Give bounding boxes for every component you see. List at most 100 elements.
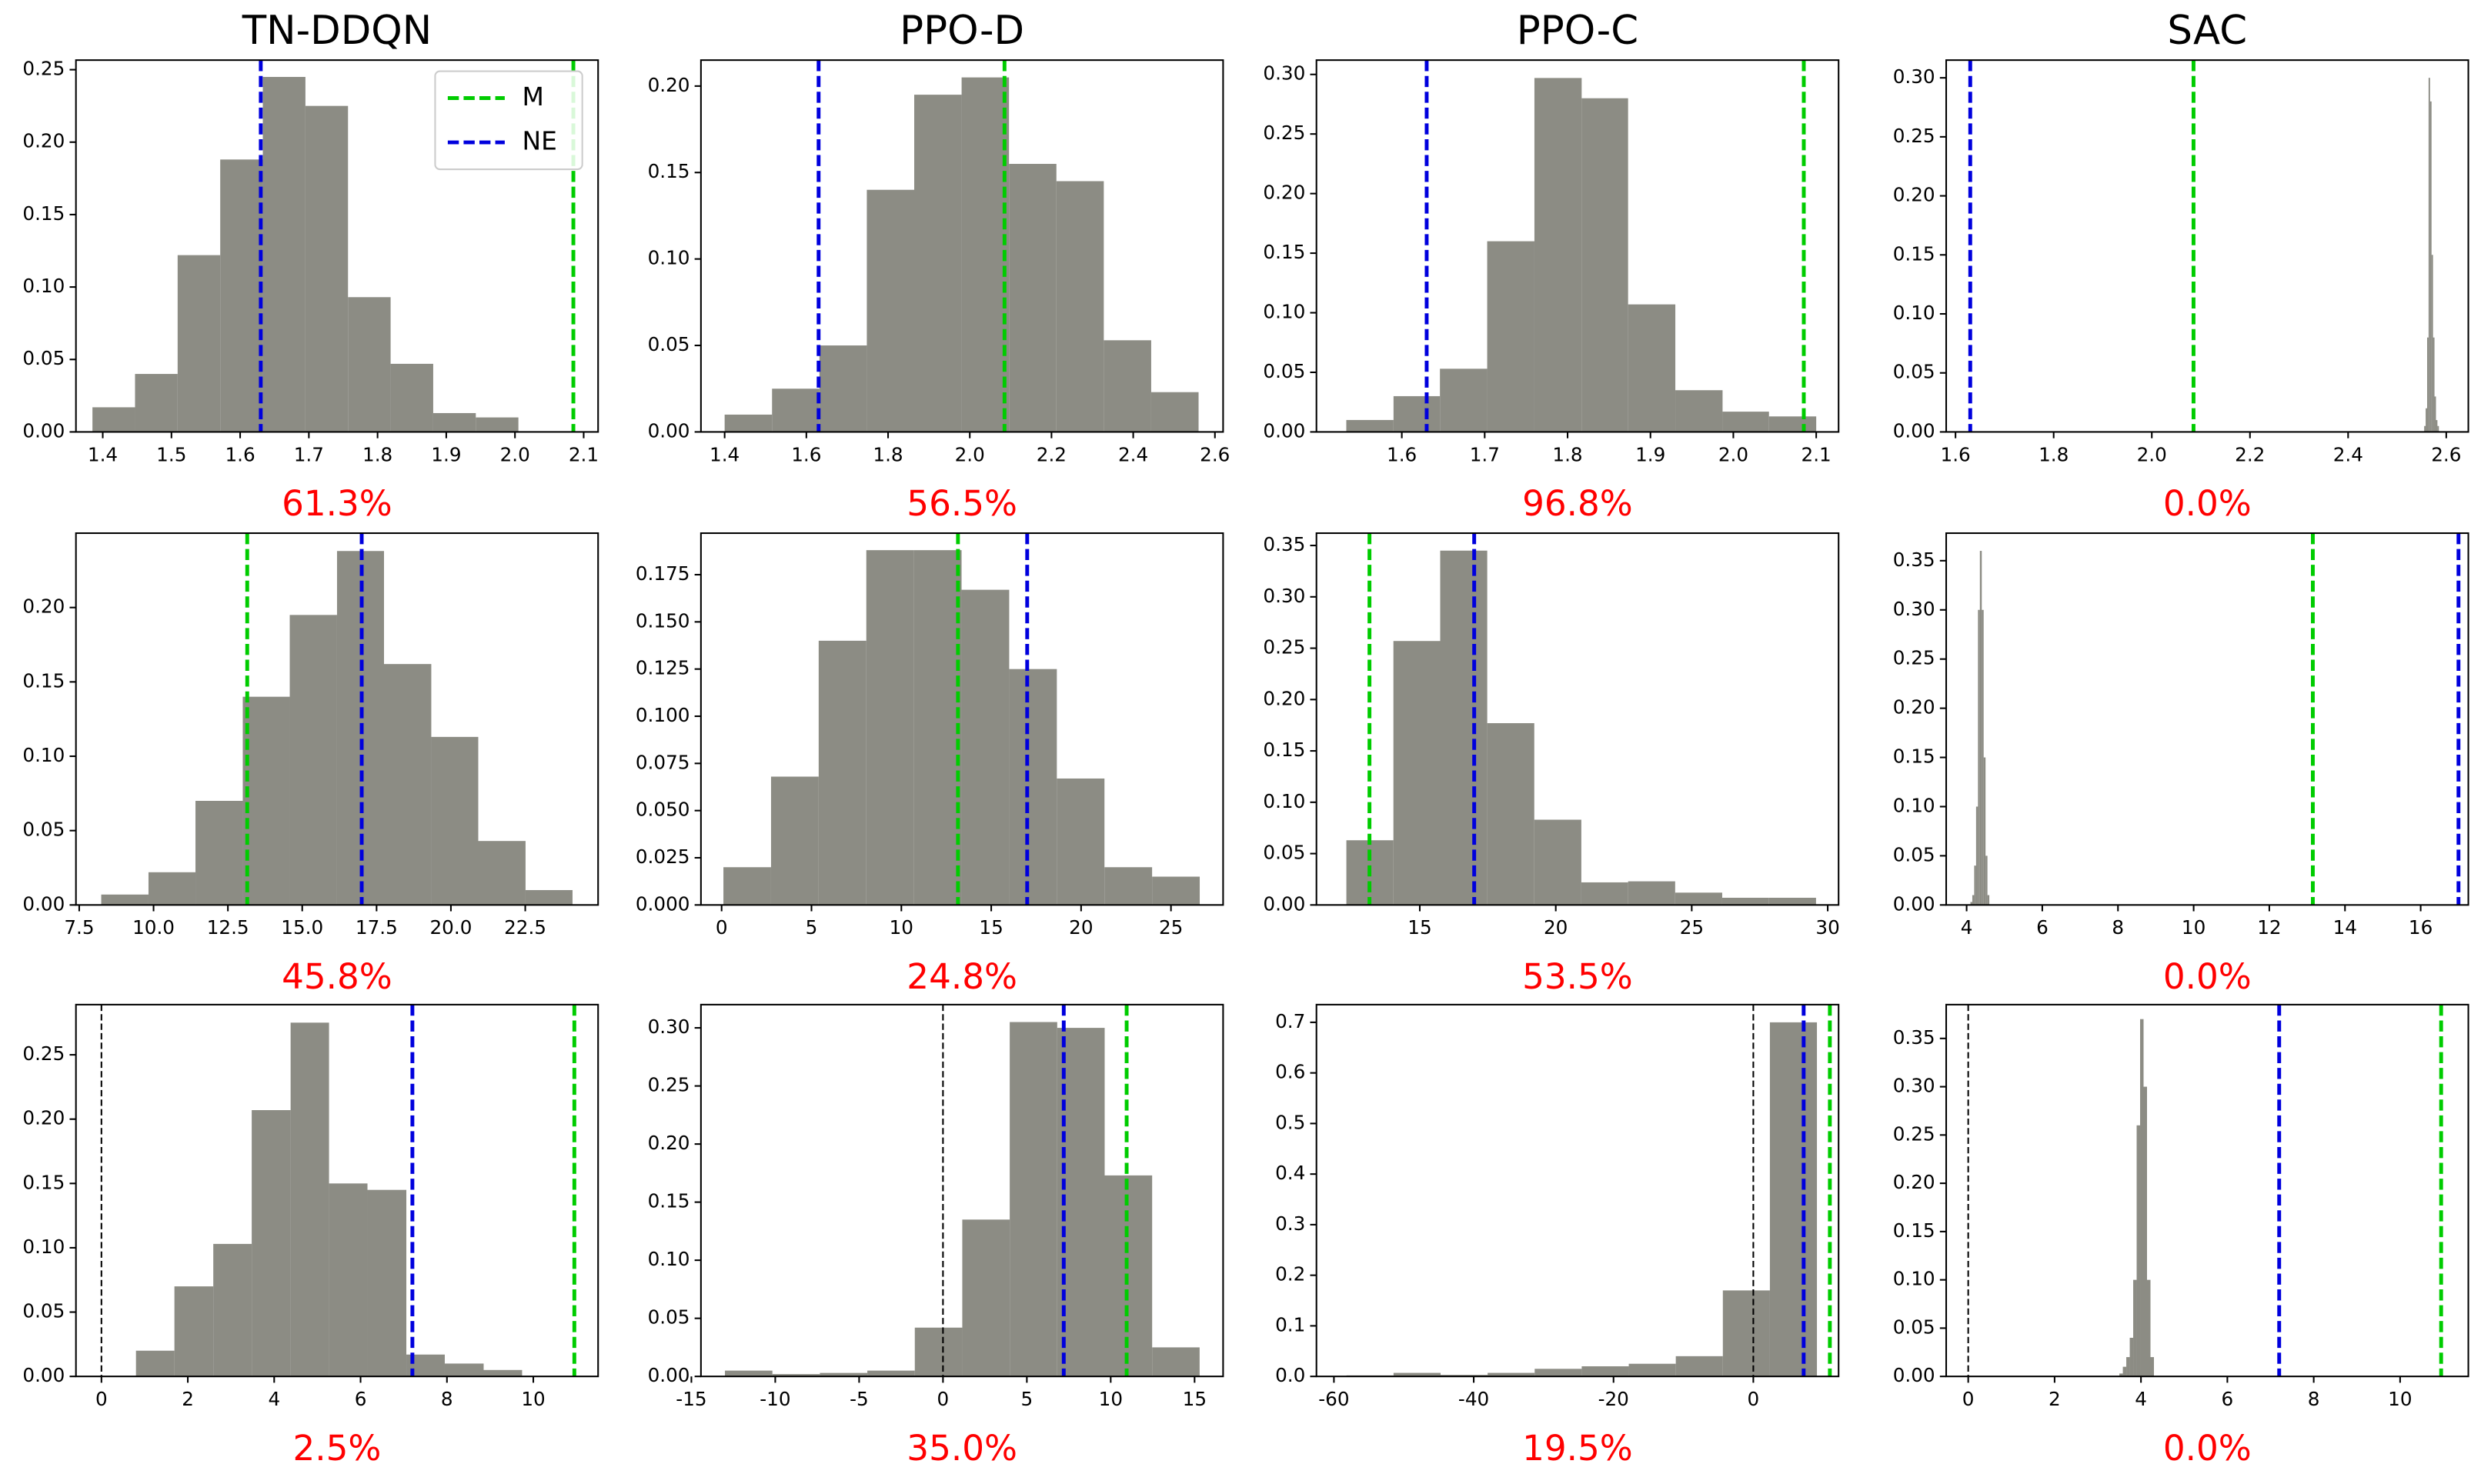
x-tick-label: 1.8	[1552, 443, 1582, 465]
x-tick-label: 4	[1961, 916, 1973, 939]
bar	[2119, 1373, 2123, 1377]
x-tick-label: -60	[1318, 1388, 1349, 1410]
y-tick-label: 0.15	[1893, 242, 1935, 265]
y-tick-label: 0.00	[1893, 419, 1935, 442]
x-tick-label: 14	[2333, 916, 2357, 939]
y-tick-label: 0.00	[22, 419, 65, 442]
annotation: 0.0%	[2163, 483, 2252, 524]
bar	[867, 1370, 915, 1377]
x-tick-label: 1.6	[1387, 443, 1417, 465]
axes-frame	[75, 1003, 599, 1378]
bar	[1983, 757, 1986, 905]
y-tick-label: 0.10	[648, 247, 690, 269]
y-tick-label: 0.050	[636, 799, 690, 821]
y-tick-label: 0.25	[1263, 122, 1305, 144]
annotation: 61.3%	[282, 483, 392, 524]
annotation: 0.0%	[2163, 1428, 2252, 1469]
bar	[1982, 609, 1984, 905]
y-tick-label: 0.05	[22, 819, 65, 841]
bar	[2122, 1366, 2127, 1377]
bar	[2436, 420, 2438, 432]
y-tick-label: 0.20	[22, 1107, 65, 1129]
y-tick-label: 0.0	[1275, 1364, 1305, 1386]
bar	[384, 664, 432, 905]
y-tick-label: 0.20	[648, 1132, 690, 1154]
y-tick-label: 0.00	[22, 1364, 65, 1386]
bar	[148, 872, 196, 905]
bar	[772, 389, 820, 432]
y-tick-label: 0.25	[1893, 647, 1935, 669]
y-tick-label: 0.05	[1893, 361, 1935, 383]
bar	[2426, 337, 2429, 432]
y-tick-label: 0.025	[636, 845, 690, 868]
axes-frame	[1315, 532, 1840, 906]
x-tick-label: 2.0	[2137, 443, 2167, 465]
bar	[483, 1369, 523, 1377]
bar	[914, 95, 962, 432]
y-tick-label: 0.30	[1893, 598, 1935, 620]
y-tick-label: 0.100	[636, 704, 690, 726]
y-tick-label: 0.10	[648, 1248, 690, 1270]
bar	[1346, 419, 1394, 432]
x-tick-label: 10	[2388, 1388, 2412, 1410]
x-tick-label: 0	[95, 1388, 108, 1410]
annotation: 19.5%	[1522, 1428, 1633, 1469]
bar	[174, 1286, 214, 1377]
bar	[2147, 1279, 2151, 1377]
x-tick-label: 1.7	[1470, 443, 1500, 465]
x-tick-label: 2.1	[569, 443, 599, 465]
bar	[478, 841, 526, 905]
bar	[725, 1370, 773, 1377]
annotation: 45.8%	[282, 956, 392, 997]
x-tick-label: -5	[850, 1388, 869, 1410]
x-tick-label: 17.5	[356, 916, 398, 939]
bar	[329, 1183, 368, 1377]
x-tick-label: 2.2	[2235, 443, 2265, 465]
bar	[213, 1243, 252, 1377]
x-tick-label: 1.7	[294, 443, 324, 465]
x-tick-label: 2	[182, 1388, 194, 1410]
axes-frame	[700, 1003, 1224, 1378]
y-tick-label: 0.00	[1893, 1364, 1935, 1386]
axes-frame	[1315, 59, 1840, 433]
bar	[1970, 902, 1972, 905]
y-tick-label: 0.10	[1263, 790, 1305, 812]
y-tick-label: 0.20	[1893, 184, 1935, 206]
y-tick-label: 0.25	[22, 58, 65, 80]
bar	[1581, 882, 1628, 905]
bar	[1768, 416, 1817, 432]
y-tick-label: 0.10	[22, 1236, 65, 1258]
x-tick-label: 2.4	[2333, 443, 2363, 465]
bar	[1628, 1363, 1676, 1377]
x-tick-label: 0	[937, 1388, 950, 1410]
bar	[1675, 390, 1723, 432]
subplot-title: TN-DDQN	[242, 8, 432, 54]
x-tick-label: 12	[2257, 916, 2281, 939]
x-tick-label: 1.5	[156, 443, 186, 465]
bar	[2150, 1357, 2154, 1377]
bar	[819, 345, 867, 432]
x-tick-label: 4	[2135, 1388, 2147, 1410]
bar	[866, 550, 914, 905]
y-tick-label: 0.20	[22, 595, 65, 618]
bar	[135, 374, 178, 432]
y-tick-label: 0.05	[1893, 843, 1935, 865]
y-tick-label: 0.00	[1893, 892, 1935, 915]
y-tick-label: 0.3	[1275, 1212, 1305, 1235]
bar	[1104, 867, 1153, 905]
bar	[913, 550, 962, 905]
y-tick-label: 0.25	[1893, 1122, 1935, 1145]
x-tick-label: 10.0	[132, 916, 175, 939]
bar	[1009, 164, 1057, 432]
bar	[289, 615, 337, 905]
bar	[348, 297, 391, 432]
subplot-title: PPO-D	[900, 8, 1024, 54]
bar	[2431, 255, 2433, 432]
bar	[1722, 1290, 1770, 1377]
bar	[262, 76, 306, 432]
y-tick-label: 0.15	[1263, 241, 1305, 263]
x-tick-label: 15	[979, 916, 1003, 939]
bar	[1987, 895, 1990, 905]
y-tick-label: 0.000	[636, 892, 690, 915]
